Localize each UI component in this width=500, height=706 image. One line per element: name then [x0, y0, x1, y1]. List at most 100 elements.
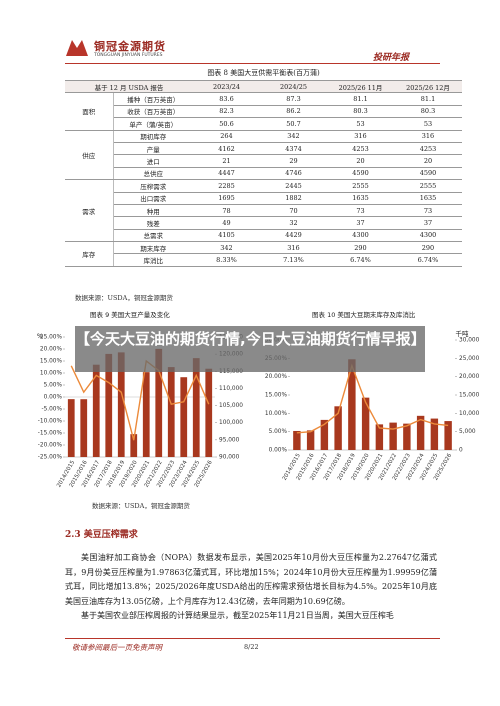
- table-row: 残差 49 32 37 37: [65, 216, 462, 230]
- y-tick-label: -5.00%: [41, 407, 62, 413]
- y2-tick-label: 90,000: [219, 455, 240, 461]
- bar: [192, 358, 200, 457]
- y-axis-label: %: [37, 332, 43, 340]
- table-cell: 290: [394, 241, 462, 255]
- bar: [444, 421, 452, 450]
- table-cell: 库消比: [113, 253, 193, 267]
- table-cell: 2285: [193, 179, 260, 193]
- table-cell: 342: [193, 241, 260, 255]
- company-name: 铜冠金源期货: [94, 40, 166, 53]
- bar: [67, 399, 75, 457]
- y2-tick-label: 100,000: [219, 420, 243, 426]
- bar: [92, 364, 100, 457]
- table-cell: 37: [327, 216, 394, 230]
- table-cell: 32: [260, 216, 327, 230]
- table-source: 数据来源：USDA，铜冠金源期货: [75, 294, 173, 302]
- chart-title: 图表 9 美国大豆产量及变化: [90, 310, 170, 319]
- page-number: 8/22: [244, 643, 259, 651]
- table-row: 收获（百万英亩） 82.3 86.2 80.3 80.3: [65, 104, 462, 119]
- group-cell: 库存: [65, 241, 114, 267]
- y-tick-label: -25.00%: [38, 455, 63, 461]
- y-tick-label: 20.00%: [40, 347, 63, 353]
- table-cell: 种用: [113, 203, 193, 218]
- bar: [361, 397, 370, 450]
- table-row: 总需求 4105 4429 4300 4300: [65, 228, 462, 243]
- table-cell: 4447: [193, 166, 260, 181]
- table-cell: 21: [193, 154, 260, 168]
- table-cell: 4590: [394, 166, 462, 181]
- y2-tick-label: 30,000: [459, 338, 480, 344]
- bar: [167, 367, 175, 457]
- table-cell: 4374: [260, 141, 327, 156]
- table-cell: 产量: [113, 141, 193, 156]
- table-cell: 73: [394, 203, 462, 218]
- company-name-en: TONGGUAN JINYUAN FUTURES: [94, 53, 163, 58]
- y2-tick-label: 5,000: [459, 429, 476, 435]
- bar: [320, 419, 329, 450]
- y2-tick-label: 20,000: [459, 374, 480, 380]
- bar: [205, 368, 213, 457]
- y2-tick-label: 25,000: [459, 356, 480, 362]
- table-cell: 4746: [260, 166, 327, 181]
- y-tick-label: 10.00%: [265, 411, 288, 417]
- line: [296, 363, 449, 434]
- report-type: 投研年报: [373, 53, 410, 63]
- table-cell: 316: [394, 129, 462, 143]
- table-cell: 4253: [394, 141, 462, 156]
- bar: [306, 430, 315, 450]
- table-cell: 单产（蒲/英亩）: [113, 117, 193, 131]
- table-cell: 残差: [113, 216, 193, 230]
- balance-table: 基于 12 月 USDA 报告 2023/24 2024/25 2025/26 11月…: [65, 79, 462, 267]
- table-cell: 2555: [327, 179, 394, 193]
- y-tick-label: 0.00%: [269, 448, 288, 454]
- bar: [130, 434, 138, 457]
- table-row: 供应 期初库存 264 342 316 316: [65, 129, 462, 181]
- table-cell: 53: [327, 117, 394, 131]
- table-cell: 2555: [394, 179, 462, 193]
- table-row: 面积 播种（百万英亩） 83.6 87.3 81.1 81.1: [65, 92, 462, 131]
- table-row: 总供应 4447 4746 4590 4590: [65, 166, 462, 181]
- paragraph: 美国油籽加工商协会（NOPA）数据发布显示，美国2025年10月份大豆压榨量为2…: [65, 553, 437, 606]
- y2-tick-label: 15,000: [459, 393, 480, 399]
- y-tick-label: -15.00%: [38, 431, 63, 437]
- table-cell: 总供应: [113, 166, 193, 181]
- table-cell: 1695: [193, 191, 260, 205]
- table-cell: 7.13%: [260, 253, 327, 267]
- bar: [375, 424, 384, 450]
- table-row: 进口 21 29 20 20: [65, 154, 462, 168]
- table-cell: 1635: [394, 191, 462, 205]
- table-cell: 50.7: [260, 117, 327, 131]
- table-cell: 316: [327, 129, 394, 143]
- table-cell: 37: [394, 216, 462, 230]
- bar: [403, 423, 411, 450]
- table-cell: 压榨需求: [113, 179, 193, 193]
- group-cell: 供应: [65, 129, 114, 181]
- y-tick-label: 15.00%: [265, 393, 288, 399]
- section-heading: 2.3 美豆压榨需求: [65, 530, 138, 540]
- logo-icon: [66, 40, 88, 56]
- table-cell: 78: [193, 203, 260, 218]
- chart-title: 图表 10 美国大豆期末库存及库消比: [312, 310, 416, 319]
- y-tick-label: 5.00%: [269, 429, 288, 435]
- table-cell: 4300: [327, 228, 394, 243]
- bar: [416, 415, 425, 450]
- charts-source: 数据来源：USDA，铜冠金源期货: [92, 502, 190, 510]
- y-tick-label: 25.00%: [40, 335, 63, 341]
- table-cell: 73: [327, 203, 394, 218]
- line: [70, 359, 210, 441]
- bar: [105, 353, 113, 457]
- table-cell: 20: [394, 154, 462, 168]
- table-cell: 4300: [394, 228, 462, 243]
- table-row: 需求 压榨需求 2285 2445 2555 2555: [65, 179, 462, 243]
- header-cell: 2024/25: [260, 79, 327, 94]
- table-cell: 20: [327, 154, 394, 168]
- table-cell: 342: [260, 129, 327, 143]
- table-cell: 期末库存: [113, 241, 193, 255]
- table-row: 种用 78 70 73 73: [65, 203, 462, 218]
- group-cell: 面积: [65, 92, 114, 131]
- bar: [334, 406, 342, 450]
- y2-tick-label: 95,000: [219, 437, 240, 443]
- y-tick-label: -20.00%: [38, 443, 63, 449]
- table-cell: 53: [394, 117, 462, 131]
- y-tick-label: 10.00%: [40, 371, 63, 377]
